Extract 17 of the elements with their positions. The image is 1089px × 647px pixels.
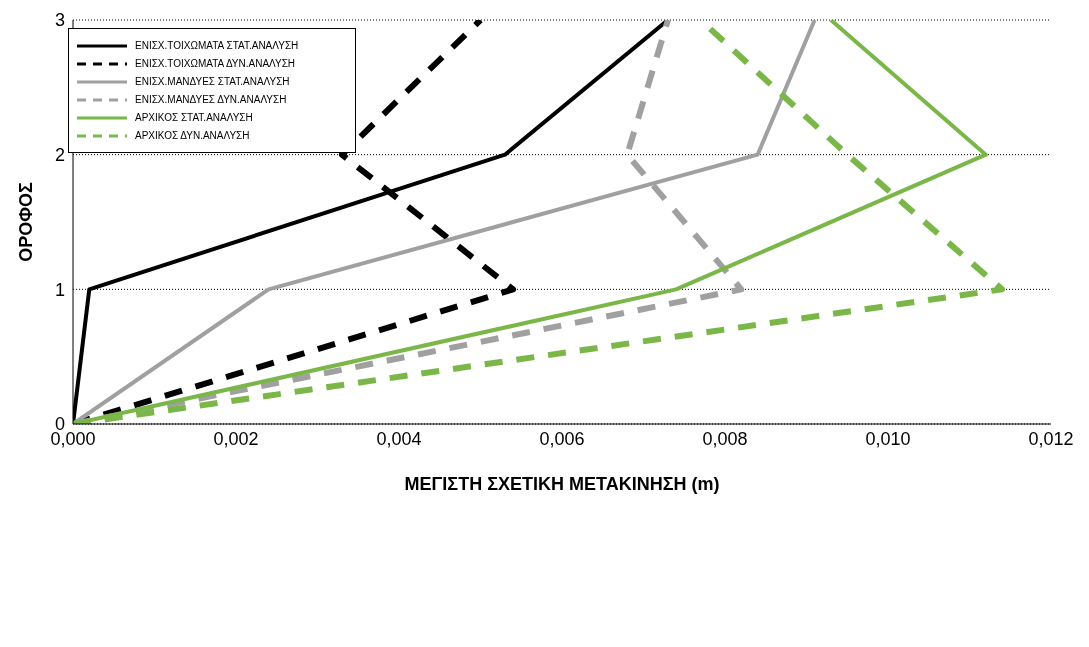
x-tick-label: 0,008 xyxy=(702,428,748,449)
legend-label: ΑΡΧΙΚΟΣ ΣΤΑΤ.ΑΝΑΛΥΣΗ xyxy=(135,112,254,123)
x-tick-label: 0,006 xyxy=(539,428,585,449)
x-tick-label: 0,010 xyxy=(865,428,911,449)
legend-label: ΕΝΙΣΧ.ΜΑΝΔΥΕΣ ΣΤΑΤ.ΑΝΑΛΥΣΗ xyxy=(135,76,291,87)
x-tick-label: 0,004 xyxy=(376,428,422,449)
legend-label: ΕΝΙΣΧ.ΜΑΝΔΥΕΣ ΔΥΝ.ΑΝΑΛΥΣΗ xyxy=(135,94,288,105)
y-tick-label: 3 xyxy=(54,10,65,31)
y-tick-label: 2 xyxy=(54,145,65,166)
y-tick-label: 1 xyxy=(54,279,65,300)
legend-label: ΕΝΙΣΧ.ΤΟΙΧΩΜΑΤΑ ΣΤΑΤ.ΑΝΑΛΥΣΗ xyxy=(135,40,300,51)
y-axis-title: ΟΡΟΦΟΣ xyxy=(16,182,37,262)
legend-label: ΕΝΙΣΧ.ΤΟΙΧΩΜΑΤΑ ΔΥΝ.ΑΝΑΛΥΣΗ xyxy=(135,58,297,69)
x-tick-label: 0,012 xyxy=(1028,428,1074,449)
legend-label: ΑΡΧΙΚΟΣ ΔΥΝ.ΑΝΑΛΥΣΗ xyxy=(135,130,251,141)
x-axis-title: ΜΕΓΙΣΤΗ ΣΧΕΤΙΚΗ ΜΕΤΑΚΙΝΗΣΗ (m) xyxy=(404,474,720,494)
x-tick-label: 0,002 xyxy=(213,428,259,449)
